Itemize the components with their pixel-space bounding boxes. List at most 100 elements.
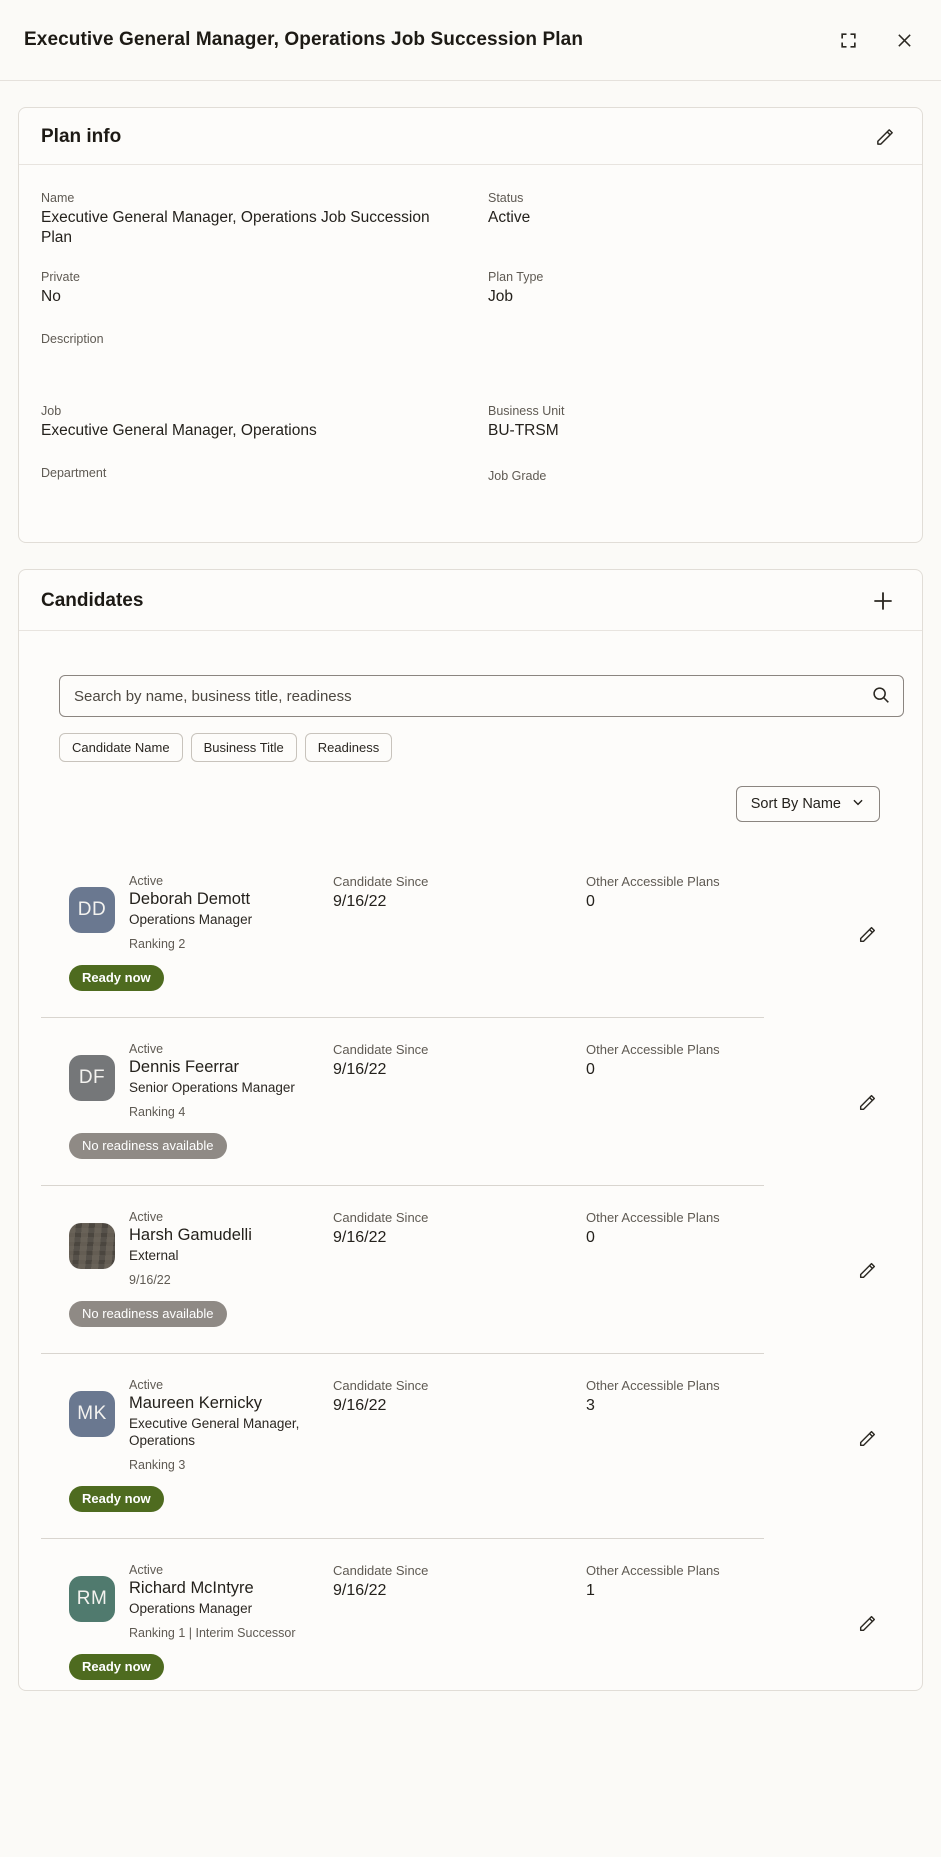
search-input[interactable] (59, 675, 904, 718)
plan-info-header: Plan info (19, 108, 922, 165)
candidate-business-title: Executive General Manager, Operations (129, 1415, 300, 1448)
field-private: Private No (41, 270, 80, 306)
candidate-row[interactable]: Active Harsh Gamudelli External 9/16/22 … (41, 1186, 900, 1354)
plan-info-card: Plan info Name Executive General Manager… (18, 107, 923, 544)
other-plans-value: 0 (586, 1061, 595, 1079)
edit-candidate-button[interactable] (855, 1090, 880, 1115)
candidate-ranking: Ranking 4 (129, 1105, 186, 1120)
avatar-initials: DF (78, 1067, 106, 1089)
candidates-header: Candidates (19, 570, 922, 632)
expand-icon (839, 31, 858, 50)
candidates-card: Candidates Candidate Name Business Title… (18, 569, 923, 1691)
plus-icon (870, 588, 896, 614)
candidate-name: Richard McIntyre (129, 1578, 254, 1597)
field-department: Department (41, 466, 107, 481)
row-divider (41, 1017, 764, 1019)
candidate-row[interactable]: DF Active Dennis Feerrar Senior Operatio… (41, 1018, 900, 1187)
edit-candidate-button[interactable] (855, 1611, 880, 1636)
candidate-business-title: Operations Manager (129, 912, 253, 928)
candidate-name: Dennis Feerrar (129, 1058, 240, 1077)
candidate-ranking: Ranking 3 (129, 1457, 186, 1472)
chip-business-title[interactable]: Business Title (190, 733, 297, 763)
candidate-row[interactable]: MK Active Maureen Kernicky Executive Gen… (41, 1354, 900, 1539)
candidate-business-title: Operations Manager (129, 1600, 253, 1616)
candidate-search (59, 675, 904, 718)
candidate-person: MK Active Maureen Kernicky Executive Gen… (41, 1378, 333, 1472)
add-candidate-button[interactable] (868, 586, 898, 616)
pencil-icon (874, 126, 896, 148)
candidate-status: Active (129, 1377, 164, 1392)
candidate-status: Active (129, 874, 164, 889)
candidate-row[interactable]: DD Active Deborah Demott Operations Mana… (41, 850, 900, 1019)
pencil-icon (857, 1428, 878, 1449)
candidates-body: Candidate Name Business Title Readiness … (19, 631, 922, 1689)
close-icon (896, 32, 913, 49)
readiness-badge: No readiness available (69, 1133, 227, 1160)
candidate-since-value: 9/16/22 (333, 1061, 387, 1079)
sort-by-label: Sort By Name (750, 796, 841, 813)
field-job-grade: Job Grade (488, 469, 547, 484)
candidate-status: Active (129, 1562, 164, 1577)
candidate-name: Harsh Gamudelli (129, 1226, 252, 1245)
candidate-since-col: Candidate Since 9/16/22 (333, 874, 586, 951)
candidate-name: Maureen Kernicky (129, 1393, 262, 1412)
edit-candidate-button[interactable] (855, 1258, 880, 1283)
candidate-person: DD Active Deborah Demott Operations Mana… (41, 874, 333, 951)
filter-chip-row: Candidate Name Business Title Readiness (59, 733, 900, 763)
plan-info-body: Name Executive General Manager, Operatio… (19, 165, 922, 542)
expand-button[interactable] (837, 29, 860, 52)
candidate-since-col: Candidate Since 9/16/22 (333, 1042, 586, 1119)
field-plan-type: Plan Type Job (488, 270, 544, 306)
edit-candidate-button[interactable] (855, 922, 880, 947)
sort-by-button[interactable]: Sort By Name (735, 786, 880, 823)
pencil-icon (857, 1260, 878, 1281)
chip-candidate-name[interactable]: Candidate Name (59, 733, 183, 763)
row-divider (41, 1537, 764, 1539)
avatar: DD (69, 887, 115, 934)
candidate-status: Active (129, 1042, 164, 1057)
pencil-icon (857, 1092, 878, 1113)
candidate-since-col: Candidate Since 9/16/22 (333, 1378, 586, 1472)
other-plans-col: Other Accessible Plans 1 (586, 1563, 842, 1640)
candidate-business-title: External (129, 1248, 179, 1264)
candidate-since-value: 9/16/22 (333, 893, 387, 911)
readiness-badge: Ready now (69, 1485, 164, 1512)
other-plans-value: 0 (586, 893, 595, 911)
plan-info-title: Plan info (41, 126, 122, 147)
other-plans-value: 0 (586, 1229, 595, 1247)
avatar-initials: RM (76, 1587, 108, 1609)
avatar-initials: MK (77, 1402, 107, 1424)
edit-candidate-button[interactable] (855, 1426, 880, 1451)
readiness-badge: Ready now (69, 965, 164, 992)
other-plans-col: Other Accessible Plans 3 (586, 1378, 842, 1472)
other-plans-value: 3 (586, 1396, 595, 1414)
close-button[interactable] (894, 30, 915, 51)
candidate-row[interactable]: RM Active Richard McIntyre Operations Ma… (41, 1539, 900, 1680)
avatar: RM (69, 1575, 115, 1622)
field-status: Status Active (488, 191, 531, 226)
candidate-since-col: Candidate Since 9/16/22 (333, 1210, 586, 1287)
avatar-initials: DD (77, 899, 107, 921)
chip-readiness[interactable]: Readiness (304, 733, 393, 763)
avatar: MK (69, 1390, 115, 1437)
candidate-since-value: 9/16/22 (333, 1396, 387, 1414)
pencil-icon (857, 924, 878, 945)
edit-plan-info-button[interactable] (872, 124, 898, 150)
row-divider (41, 1185, 764, 1187)
readiness-badge: Ready now (69, 1653, 164, 1680)
field-description: Description (41, 332, 104, 347)
candidate-ranking: Ranking 2 (129, 937, 186, 952)
candidate-person: RM Active Richard McIntyre Operations Ma… (41, 1563, 333, 1640)
field-job: Job Executive General Manager, Operation… (41, 404, 317, 440)
chevron-down-icon (851, 795, 865, 813)
avatar: DF (69, 1055, 115, 1102)
candidates-title: Candidates (41, 590, 144, 612)
candidate-name: Deborah Demott (129, 890, 251, 909)
pencil-icon (857, 1613, 878, 1634)
page-title: Executive General Manager, Operations Jo… (24, 29, 584, 50)
row-divider (41, 1352, 764, 1354)
candidate-status: Active (129, 1210, 164, 1225)
search-icon[interactable] (870, 684, 892, 711)
other-plans-col: Other Accessible Plans 0 (586, 1042, 842, 1119)
other-plans-col: Other Accessible Plans 0 (586, 1210, 842, 1287)
